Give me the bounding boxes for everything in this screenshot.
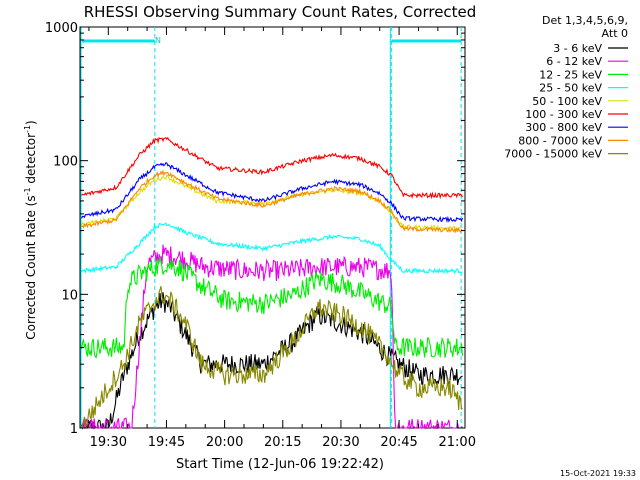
timestamp: 15-Oct-2021 19:33 bbox=[560, 469, 636, 478]
series-line-6 bbox=[81, 136, 463, 200]
legend-label: 3 - 6 keV bbox=[553, 42, 602, 55]
series-line-4 bbox=[81, 222, 463, 275]
night-markers bbox=[80, 27, 462, 428]
y-axis: 1000 100 10 1 bbox=[45, 21, 465, 437]
legend-label: 25 - 50 keV bbox=[539, 82, 602, 95]
y-tick-label: 1 bbox=[70, 422, 78, 437]
y-tick-label: 100 bbox=[53, 155, 78, 170]
series-line-3 bbox=[81, 256, 464, 359]
legend-label: 300 - 800 keV bbox=[525, 121, 602, 134]
legend-label: 7000 - 15000 keV bbox=[504, 148, 602, 161]
legend-header-line1: Det 1,3,4,5,6,9, bbox=[542, 14, 628, 27]
x-tick-label: 21:00 bbox=[439, 435, 476, 450]
series-line-9 bbox=[81, 286, 463, 429]
series-line-2 bbox=[81, 244, 463, 430]
series-line-8 bbox=[81, 169, 463, 234]
legend-label: 800 - 7000 keV bbox=[518, 134, 602, 147]
legend-label: 100 - 300 keV bbox=[525, 108, 602, 121]
legend-label: 12 - 25 keV bbox=[539, 68, 602, 81]
annotation-n: N bbox=[155, 36, 161, 45]
x-axis: 19:30 19:45 20:00 20:15 20:30 20:45 21:00 bbox=[88, 27, 476, 450]
x-tick-label: 19:45 bbox=[148, 435, 185, 450]
series-line-1 bbox=[81, 292, 463, 430]
x-axis-label: Start Time (12-Jun-06 19:22:42) bbox=[176, 457, 384, 472]
x-tick-label: 20:45 bbox=[380, 435, 417, 450]
x-tick-label: 19:30 bbox=[90, 435, 127, 450]
y-axis-label: Corrected Count Rate (s-1 detector-1) bbox=[23, 120, 38, 339]
plot-frame bbox=[79, 26, 466, 429]
y-tick-label: 10 bbox=[61, 288, 78, 303]
x-tick-label: 20:30 bbox=[322, 435, 359, 450]
y-tick-label: 1000 bbox=[45, 21, 78, 36]
chart-title: RHESSI Observing Summary Count Rates, Co… bbox=[84, 3, 477, 21]
legend-label: 50 - 100 keV bbox=[532, 95, 602, 108]
series-lines bbox=[81, 136, 464, 430]
legend-header-line2: Att 0 bbox=[602, 27, 628, 40]
x-tick-label: 20:15 bbox=[264, 435, 301, 450]
x-tick-label: 20:00 bbox=[206, 435, 243, 450]
legend-label: 6 - 12 keV bbox=[546, 55, 602, 68]
series-line-7 bbox=[81, 162, 464, 223]
